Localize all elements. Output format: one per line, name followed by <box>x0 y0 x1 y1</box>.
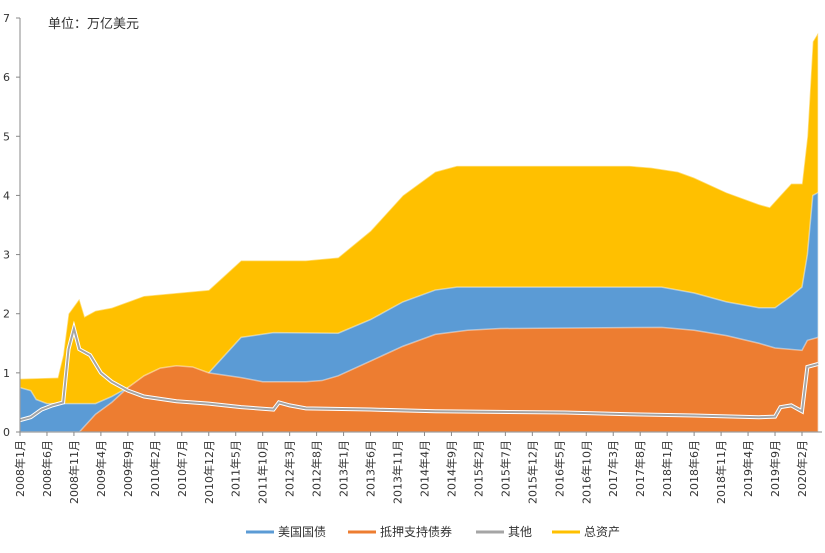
x-tick-label: 2015年12月 <box>525 440 539 504</box>
plot-area <box>19 30 819 433</box>
legend: 美国国债 抵押支持债券 其他 总资产 <box>246 524 620 539</box>
x-tick-label: 2008年11月 <box>67 440 81 504</box>
x-tick-label: 2010年12月 <box>202 440 216 504</box>
legend-label: 抵押支持债券 <box>380 524 452 539</box>
x-tick-label: 2019年9月 <box>768 440 782 497</box>
x-tick-label: 2018年11月 <box>714 440 728 504</box>
x-tick-label: 2020年2月 <box>795 440 809 497</box>
x-tick-label: 2008年1月 <box>13 440 27 497</box>
axes: 0 1 2 3 4 5 6 7 2008年1月 2008年6月 2008年11月 2009年4月 200… <box>3 12 822 504</box>
y-tick-label: 3 <box>3 249 10 262</box>
y-tick-label: 2 <box>3 308 10 321</box>
x-tick-label: 2014年4月 <box>417 440 431 497</box>
x-tick-label: 2012年8月 <box>310 440 324 497</box>
x-tick-label: 2015年2月 <box>471 440 485 497</box>
x-tick-label: 2011年5月 <box>229 440 243 497</box>
x-tick-label: 2017年3月 <box>606 440 620 497</box>
x-tick-label: 2010年2月 <box>148 440 162 497</box>
x-tick-label: 2014年9月 <box>444 440 458 497</box>
legend-label: 美国国债 <box>278 525 326 539</box>
x-tick-label: 2018年1月 <box>660 440 674 497</box>
x-tick-label: 2010年7月 <box>175 440 189 497</box>
y-tick-label: 1 <box>3 367 10 380</box>
y-tick-label: 4 <box>3 189 10 202</box>
y-tick-label: 0 <box>3 426 10 439</box>
x-tick-label: 2018年6月 <box>687 440 701 497</box>
x-tick-label: 2008年6月 <box>40 440 54 497</box>
x-tick-label: 2017年8月 <box>633 440 647 497</box>
unit-annotation: 单位：万亿美元 <box>48 17 139 32</box>
y-tick-label: 6 <box>3 71 10 84</box>
y-tick-label: 7 <box>3 12 10 25</box>
x-tick-label: 2013年1月 <box>337 440 351 497</box>
x-tick-label: 2013年6月 <box>364 440 378 497</box>
line-series-3 <box>19 324 819 422</box>
legend-label: 总资产 <box>584 525 620 539</box>
x-tick-label: 2011年10月 <box>256 440 270 504</box>
y-tick-label: 5 <box>3 130 10 143</box>
x-tick-label: 2009年9月 <box>121 440 135 497</box>
x-tick-label: 2012年3月 <box>283 440 297 497</box>
x-tick-label: 2019年4月 <box>741 440 755 497</box>
legend-label: 其他 <box>508 525 532 539</box>
x-tick-label: 2016年5月 <box>552 440 566 497</box>
x-tick-label: 2016年10月 <box>579 440 593 504</box>
x-tick-label: 2013年11月 <box>391 440 405 504</box>
x-tick-label: 2009年4月 <box>94 440 108 497</box>
x-tick-label: 2015年7月 <box>498 440 512 497</box>
